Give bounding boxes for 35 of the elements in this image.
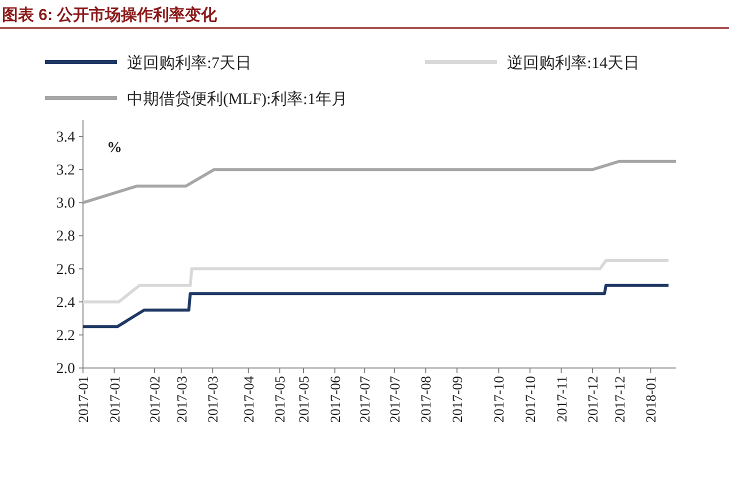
- x-tick-label: 2017-12: [613, 376, 628, 423]
- y-axis-title: %: [107, 140, 122, 156]
- y-tick-label: 2.2: [56, 328, 75, 344]
- x-tick-label: 2017-05: [274, 376, 289, 423]
- x-tick-label: 2017-10: [492, 376, 508, 423]
- y-tick-label: 2.6: [56, 262, 76, 278]
- y-tick-label: 3.0: [56, 196, 75, 212]
- line-series: [82, 284, 670, 328]
- y-tick-label: 2.8: [56, 228, 75, 245]
- y-tick-label: 2.4: [56, 294, 76, 311]
- legend-label: 中期借贷便利(MLF):利率:1年月: [127, 90, 348, 108]
- x-tick-label: 2017-05: [298, 376, 313, 423]
- legend-label: 逆回购利率:14天日: [507, 54, 640, 72]
- x-tick-label: 2017-02: [148, 376, 164, 423]
- chart-title: 图表 6: 公开市场操作利率变化: [2, 5, 218, 24]
- x-tick-label: 2017-04: [242, 376, 258, 423]
- x-tick-label: 2017-07: [358, 376, 374, 423]
- x-tick-label: 2017-03: [175, 376, 190, 423]
- x-tick-label: 2018-01: [644, 376, 660, 423]
- y-tick-label: 2.0: [56, 361, 75, 377]
- line-series: [82, 259, 670, 304]
- legend-label: 逆回购利率:7天日: [127, 54, 252, 72]
- x-tick-label: 2017-03: [206, 376, 222, 423]
- x-tick-label: 2017-08: [420, 376, 435, 423]
- x-tick-label: 2017-07: [388, 376, 404, 423]
- x-tick-label: 2017-01: [108, 376, 124, 423]
- x-tick-label: 2017-01: [77, 376, 92, 423]
- y-tick-label: 3.2: [56, 162, 75, 179]
- line-series: [82, 160, 678, 204]
- x-tick-label: 2017-09: [450, 376, 466, 423]
- x-tick-label: 2017-12: [586, 376, 602, 423]
- x-tick-label: 2017-11: [555, 376, 570, 422]
- x-tick-label: 2017-10: [524, 376, 539, 423]
- y-tick-label: 3.4: [56, 130, 76, 146]
- x-tick-label: 2017-06: [328, 376, 344, 423]
